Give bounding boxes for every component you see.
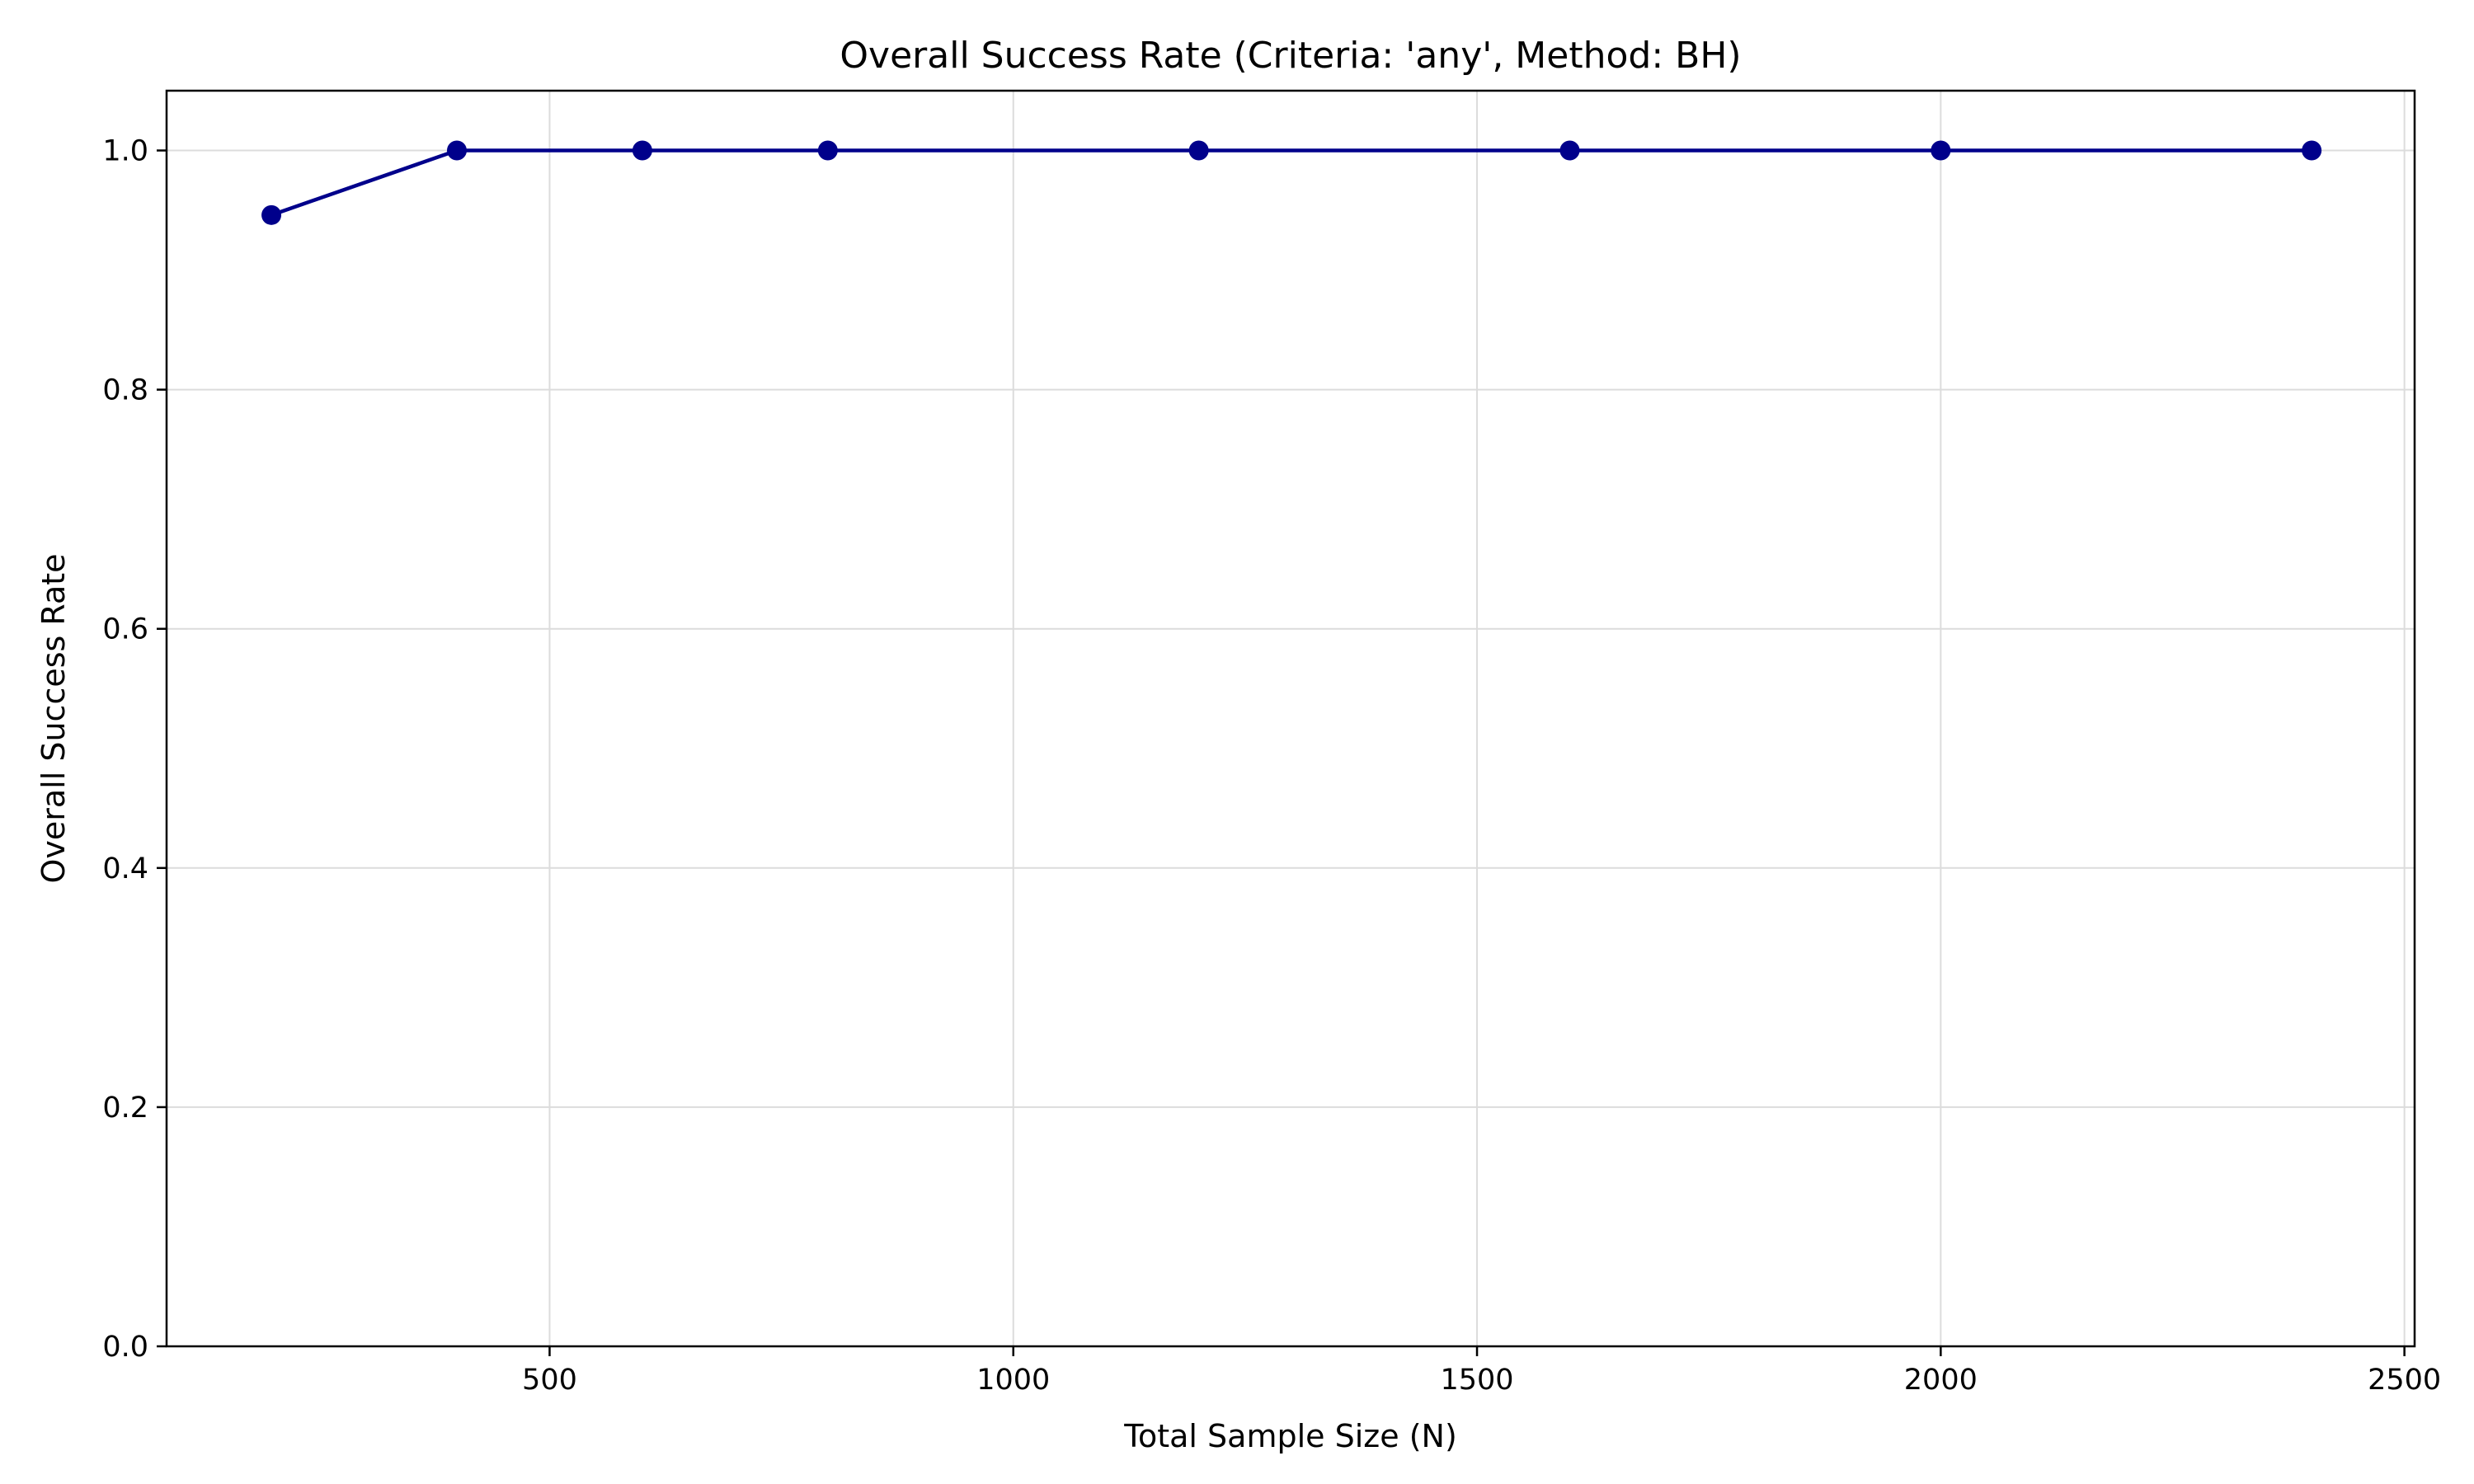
x-tick-label: 1500 bbox=[1441, 1364, 1514, 1397]
x-tick-label: 500 bbox=[522, 1364, 577, 1397]
data-point bbox=[632, 140, 652, 161]
series-line bbox=[270, 148, 2312, 217]
data-point bbox=[261, 204, 282, 225]
x-tick-label: 2500 bbox=[2368, 1364, 2441, 1397]
plot-frame bbox=[165, 89, 2416, 1348]
data-point bbox=[446, 140, 467, 161]
y-tick-label: 0.8 bbox=[102, 374, 148, 407]
axis-ticks: 500 1000 1500 2000 2500 0.0 0.2 0.4 0.6 0.8 1.0 bbox=[102, 135, 2441, 1397]
y-tick-label: 0.2 bbox=[102, 1092, 148, 1125]
x-axis-label: Total Sample Size (N) bbox=[1123, 1418, 1457, 1454]
y-tick-label: 1.0 bbox=[102, 135, 148, 168]
y-tick-label: 0.0 bbox=[102, 1331, 148, 1364]
x-tick-label: 2000 bbox=[1904, 1364, 1978, 1397]
grid-lines bbox=[167, 91, 2415, 1347]
series-layer bbox=[261, 140, 2322, 225]
data-point bbox=[2302, 140, 2322, 161]
y-tick-label: 0.4 bbox=[102, 852, 148, 885]
data-point bbox=[1559, 140, 1580, 161]
x-tick-label: 1000 bbox=[976, 1364, 1050, 1397]
data-point bbox=[1931, 140, 1951, 161]
y-tick-label: 0.6 bbox=[102, 613, 148, 646]
data-point bbox=[817, 140, 838, 161]
chart-title: Overall Success Rate (Criteria: 'any', M… bbox=[840, 35, 1741, 77]
y-axis-label: Overall Success Rate bbox=[35, 553, 72, 883]
data-point bbox=[1188, 140, 1209, 161]
